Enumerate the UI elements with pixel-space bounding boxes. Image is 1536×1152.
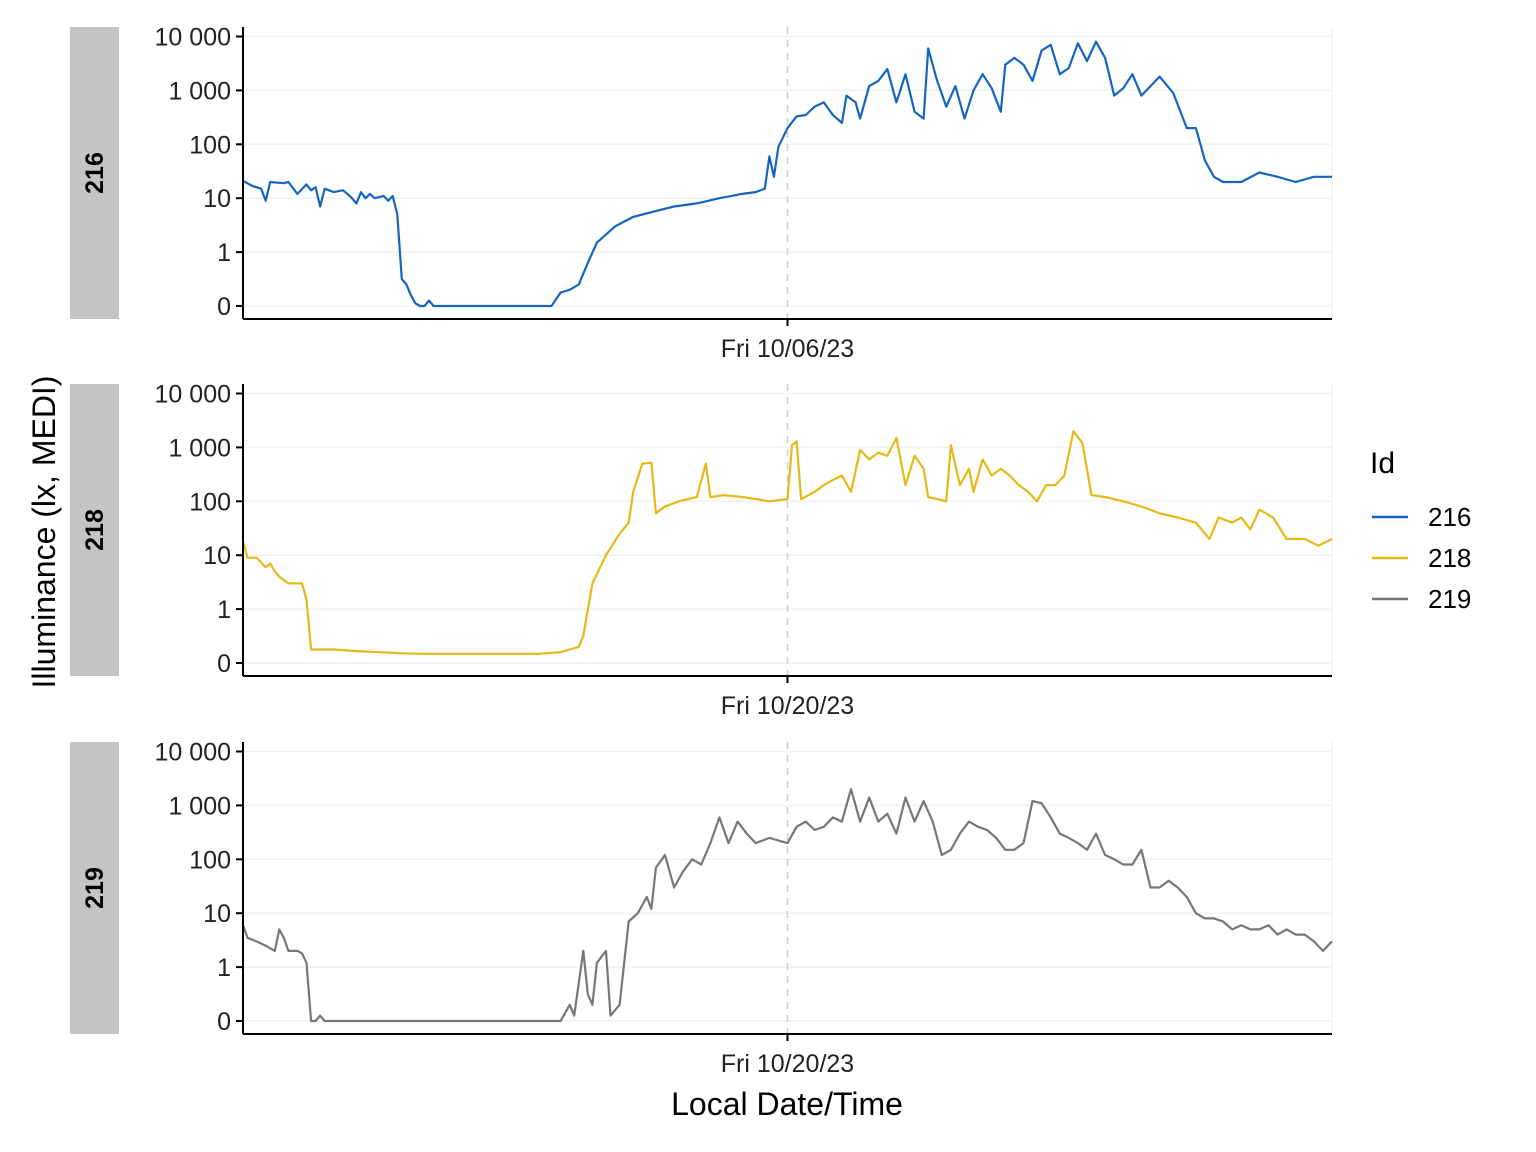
y-tick-label: 0 [217,293,231,321]
legend-label-219: 219 [1428,584,1471,614]
facet-strip [70,384,119,676]
series-line-216 [242,40,1332,308]
legend-title: Id [1370,447,1395,480]
panel-218: 218 0 1 10 100 1 000 10 000 Fri 10/20/23 [70,381,1333,720]
legend-label-218: 218 [1428,543,1471,573]
facet-strip [70,27,119,319]
y-tick-label: 1 [217,954,231,982]
x-tick-label: Fri 10/06/23 [721,335,854,363]
legend-label-216: 216 [1428,502,1471,532]
x-axis-title: Local Date/Time [671,1086,903,1122]
y-tick-label: 1 [217,596,231,624]
facet-strip-label: 216 [81,152,109,194]
x-tick-label: Fri 10/20/23 [721,1050,854,1078]
y-tick-label: 1 000 [168,77,231,105]
y-tick-label: 10 [203,542,231,570]
y-tick-label: 1 [217,239,231,267]
y-tick-label: 10 [203,900,231,928]
y-tick-label: 100 [189,846,231,874]
legend: Id 216 218 219 [1370,447,1471,614]
panel-216: 216 0 1 10 100 1 000 10 000 Fri 10/06/23 [70,24,1333,363]
y-tick-label: 10 000 [155,739,231,767]
y-tick-label: 0 [217,1008,231,1036]
y-tick-label: 10 [203,185,231,213]
x-tick-label: Fri 10/20/23 [721,692,854,720]
y-tick-label: 100 [189,131,231,159]
y-tick-label: 100 [189,488,231,516]
panel-219: 219 0 1 10 100 1 000 10 000 Fri 10/20/23 [70,739,1333,1078]
series-line-218 [241,430,1333,655]
y-tick-label: 10 000 [155,381,231,409]
y-tick-label: 1 000 [168,434,231,462]
y-tick-label: 10 000 [155,24,231,52]
y-axis-title: Illuminance (lx, MEDI) [26,376,62,689]
facet-strip-label: 219 [81,867,109,909]
series-line-219 [241,788,1333,1023]
facet-strip-label: 218 [81,509,109,551]
y-tick-label: 1 000 [168,792,231,820]
y-tick-label: 0 [217,650,231,678]
facet-strip [70,742,119,1034]
